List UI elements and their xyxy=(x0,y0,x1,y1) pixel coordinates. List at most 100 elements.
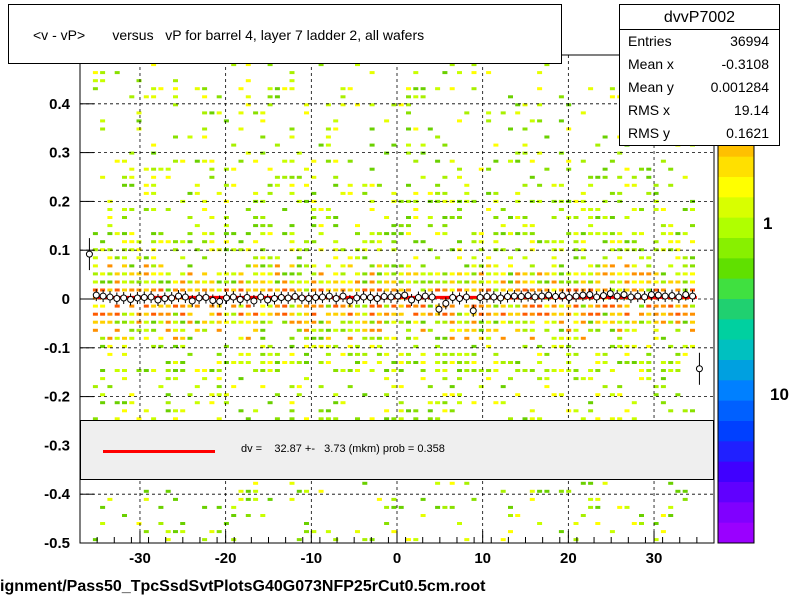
heat-cell xyxy=(274,352,280,356)
heat-cell xyxy=(253,256,259,260)
profile-point xyxy=(92,291,100,299)
heat-cell xyxy=(136,320,142,324)
heat-cell xyxy=(646,191,652,195)
heat-cell xyxy=(515,312,521,316)
heat-cell xyxy=(289,87,295,91)
heat-cell xyxy=(624,167,630,171)
heat-cell xyxy=(537,288,543,292)
heat-cell xyxy=(245,352,251,356)
heat-cell xyxy=(639,248,644,252)
heat-cell xyxy=(289,336,295,340)
heat-cell xyxy=(493,191,499,195)
heat-cell xyxy=(122,344,127,348)
heat-cell xyxy=(347,288,353,292)
heat-cell xyxy=(289,272,295,276)
heat-cell xyxy=(413,409,419,413)
heat-cell xyxy=(325,280,331,284)
heat-cell xyxy=(107,216,113,219)
heat-cell xyxy=(391,320,397,324)
heat-cell xyxy=(107,336,113,340)
heat-cell xyxy=(376,304,382,308)
heat-cell xyxy=(442,272,448,276)
heat-cell xyxy=(566,489,572,493)
heat-cell xyxy=(413,71,419,75)
heat-cell xyxy=(253,288,259,292)
heat-cell xyxy=(609,87,615,91)
heat-cell xyxy=(129,175,135,179)
heat-cell xyxy=(471,232,477,236)
heat-cell xyxy=(580,336,586,340)
heat-cell xyxy=(660,280,666,284)
heat-cell xyxy=(406,103,411,107)
heat-cell xyxy=(173,240,178,244)
heat-cell xyxy=(333,288,339,292)
heat-cell xyxy=(544,377,550,381)
heat-cell xyxy=(158,264,164,268)
heat-cell xyxy=(216,393,222,397)
heat-cell xyxy=(653,288,659,292)
heat-cell xyxy=(442,143,448,147)
heat-cell xyxy=(442,505,448,509)
heat-cell xyxy=(508,232,513,236)
heat-cell xyxy=(209,401,215,405)
heat-cell xyxy=(325,361,331,364)
heat-cell xyxy=(129,167,135,171)
heat-cell xyxy=(573,256,579,260)
heat-cell xyxy=(486,167,492,171)
heat-cell xyxy=(515,159,521,163)
heat-cell xyxy=(391,288,397,292)
heat-cell xyxy=(457,312,462,316)
heat-cell xyxy=(165,377,171,381)
heat-cell xyxy=(420,240,426,244)
profile-point xyxy=(647,291,655,299)
heat-cell xyxy=(355,256,360,260)
heat-cell xyxy=(457,401,462,405)
heat-cell xyxy=(435,320,441,324)
heat-cell xyxy=(391,312,397,316)
heat-cell xyxy=(114,417,120,421)
heat-cell xyxy=(355,352,360,356)
heat-cell xyxy=(173,369,178,372)
heat-cell xyxy=(493,369,499,372)
heat-cell xyxy=(493,328,499,332)
heat-cell xyxy=(122,256,127,260)
heat-cell xyxy=(122,240,127,244)
heat-cell xyxy=(617,272,623,276)
heat-cell xyxy=(173,135,178,139)
heat-cell xyxy=(580,304,586,308)
heat-cell xyxy=(245,208,251,211)
heat-cell xyxy=(173,320,178,324)
heat-cell xyxy=(194,191,200,195)
heat-cell xyxy=(522,216,528,219)
heat-cell xyxy=(187,232,193,236)
heat-cell xyxy=(668,409,674,413)
heat-cell xyxy=(588,377,594,381)
heat-cell xyxy=(602,240,608,244)
profile-point xyxy=(85,250,93,258)
heat-cell xyxy=(274,280,280,284)
heat-cell xyxy=(129,272,135,276)
heat-cell xyxy=(617,344,623,348)
heat-cell xyxy=(151,143,157,147)
stats-name: dvvP7002 xyxy=(620,5,779,30)
heat-cell xyxy=(369,183,375,187)
heat-cell xyxy=(537,183,543,187)
heat-cell xyxy=(384,336,390,340)
heat-cell xyxy=(267,312,273,316)
heat-cell xyxy=(420,320,426,324)
heat-cell xyxy=(107,264,113,268)
heat-cell xyxy=(376,312,382,316)
profile-point xyxy=(531,293,539,301)
heat-cell xyxy=(631,208,637,211)
heat-cell xyxy=(391,240,397,244)
heat-cell xyxy=(223,119,229,123)
heat-cell xyxy=(384,119,390,123)
heat-cell xyxy=(617,505,623,509)
heat-cell xyxy=(413,336,419,340)
heat-cell xyxy=(522,127,528,131)
heat-cell xyxy=(100,393,106,397)
heat-cell xyxy=(682,352,688,356)
heat-cell xyxy=(406,264,411,268)
heat-cell xyxy=(122,288,127,292)
heat-cell xyxy=(617,393,623,397)
